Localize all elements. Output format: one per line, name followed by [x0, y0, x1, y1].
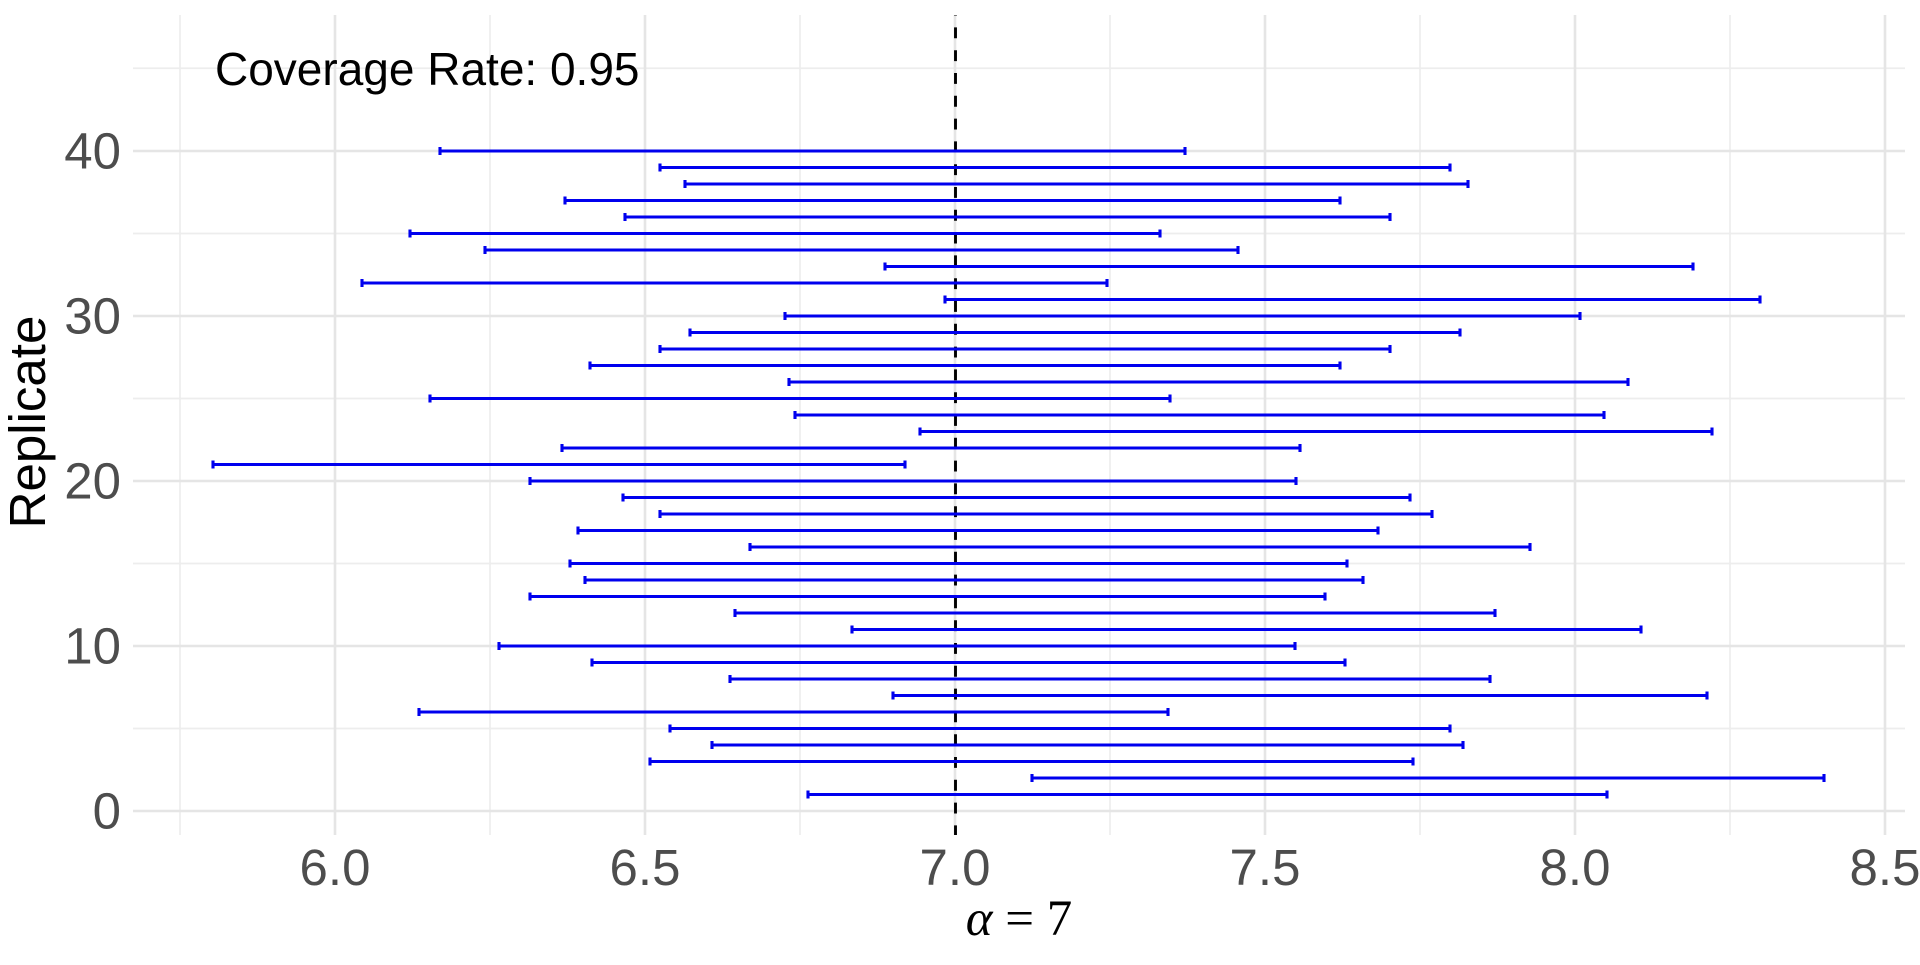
svg-text:7.0: 7.0 [920, 839, 991, 896]
svg-text:0: 0 [93, 783, 121, 840]
svg-text:40: 40 [64, 123, 121, 180]
svg-text:Replicate: Replicate [0, 316, 56, 529]
svg-text:30: 30 [64, 288, 121, 345]
svg-text:7.5: 7.5 [1230, 839, 1301, 896]
svg-text:8.5: 8.5 [1850, 839, 1920, 896]
svg-text:6.5: 6.5 [610, 839, 681, 896]
svg-text:10: 10 [64, 618, 121, 675]
svg-text:Coverage Rate: 0.95: Coverage Rate: 0.95 [215, 43, 640, 95]
svg-text:8.0: 8.0 [1540, 839, 1611, 896]
svg-text:α = 7: α = 7 [966, 891, 1073, 947]
svg-text:20: 20 [64, 453, 121, 510]
svg-text:6.0: 6.0 [300, 839, 371, 896]
